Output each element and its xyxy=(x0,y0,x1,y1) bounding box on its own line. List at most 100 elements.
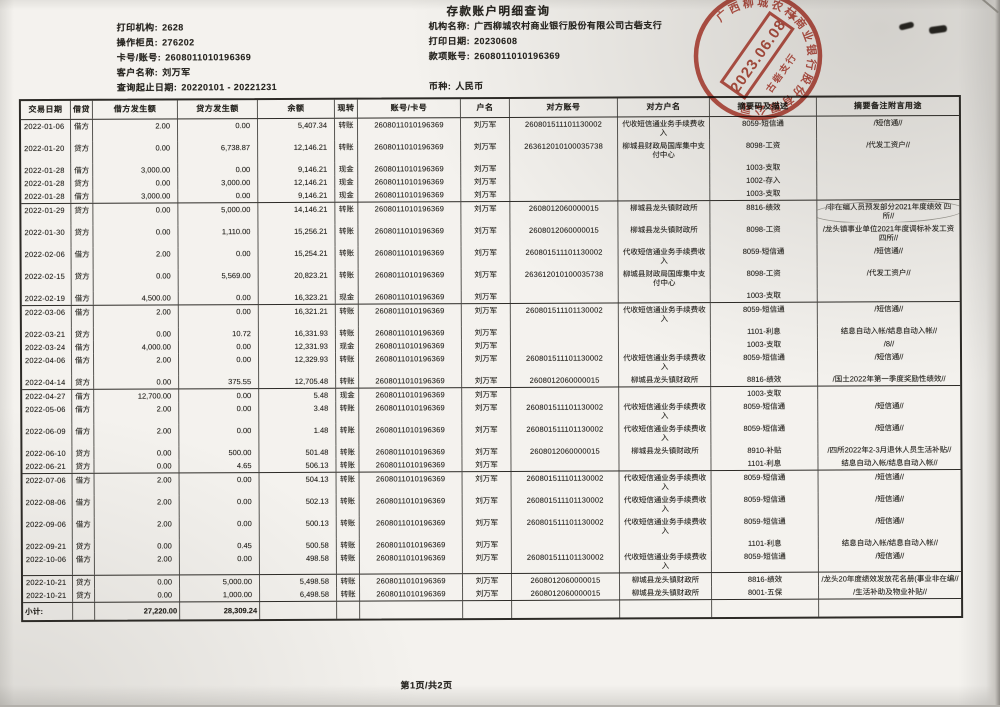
meta-label: 客户名称: xyxy=(116,67,159,78)
cell-remark: /短信通// xyxy=(874,245,903,255)
cell-cp_name xyxy=(619,387,712,401)
cell-summary: 8816-绩效 xyxy=(711,372,819,387)
cell-remark: /四所2022年2-3月退休人员生活补贴// xyxy=(827,444,952,455)
cell-date: 2022-04-14 xyxy=(22,375,73,390)
cell-method: 转账 xyxy=(336,551,360,574)
meta-print-date: 打印日期: 20230608 xyxy=(429,33,663,49)
meta-value: 20220101 - 20221231 xyxy=(181,81,278,93)
cell-cp_name: 代收短信通业务手续费收入 xyxy=(619,515,712,538)
cell-dc: 借方 xyxy=(70,119,94,142)
cell-method: 转账 xyxy=(336,538,360,552)
cell-remark: /生活补助及物业补贴// xyxy=(853,586,927,596)
cell-method: 现金 xyxy=(335,188,359,202)
cell-summary: 8059-短信通 xyxy=(711,470,819,494)
cell-account: 2608011010196369 xyxy=(358,352,463,375)
handwritten-circle-annotation: /非在编人员预发部分2021年度绩效 四所// xyxy=(819,202,957,222)
cell-date: 2022-01-29 xyxy=(21,203,72,227)
cell-remark xyxy=(819,599,961,617)
cell-debit: 12,700.00 xyxy=(94,389,180,403)
cell-name: 刘万军 xyxy=(461,187,511,202)
cell-cp_account: 260801511101130002 xyxy=(511,471,620,494)
cell-date: 2022-01-06 xyxy=(20,119,72,143)
column-header: 余额 xyxy=(257,99,335,119)
cell-cp_account: 263612010100035738 xyxy=(510,267,619,290)
cell-debit: 3,000.00 xyxy=(93,163,179,177)
cell-name: 刘万军 xyxy=(462,373,512,388)
cell-date: 小计: xyxy=(23,602,74,621)
cell-dc: 贷方 xyxy=(71,327,94,341)
cell-debit: 2.00 xyxy=(93,305,179,328)
cell-name: 刘万军 xyxy=(461,289,511,304)
column-header: 摘要备注附言用途 xyxy=(853,101,922,111)
cell-remark: /短信通// xyxy=(874,400,904,410)
cell-method: 转账 xyxy=(335,246,359,269)
cell-method: 转账 xyxy=(335,326,359,340)
cell-remark: /国土2022年第一季度奖励性绩效// xyxy=(832,373,946,384)
cell-cp_name: 代收短信通业务手续费收入 xyxy=(618,303,711,326)
cell-credit: 0.00 xyxy=(179,424,260,447)
row-group: 2022-04-27 借方 12,700.00 0.00 5.48 现金 260801101… xyxy=(22,384,961,474)
cell-cp_name: 代收短信通业务手续费收入 xyxy=(619,400,712,423)
cell-remark: /短信通// xyxy=(874,422,904,432)
cell-date: 2022-02-06 xyxy=(21,247,72,271)
cell-cp_account: 263612010100035738 xyxy=(510,139,619,162)
cell-method: 转账 xyxy=(334,118,359,141)
meta-value: 20230608 xyxy=(474,35,518,47)
cell-account: 2608011010196369 xyxy=(359,574,464,588)
cell-summary: 8059-短信通 xyxy=(711,514,819,538)
cell-credit: 375.55 xyxy=(179,375,260,389)
cell-summary: 1101-利息 xyxy=(711,536,819,551)
meta-label: 查询起止日期: xyxy=(116,82,178,93)
cell-method: 转账 xyxy=(335,268,359,291)
cell-balance: 9,146.21 xyxy=(258,188,336,203)
cell-cp_account xyxy=(510,325,619,339)
cell-cp_name: 柳城县龙头镇财政所 xyxy=(618,201,711,224)
cell-cp_name xyxy=(618,289,711,303)
cell-credit: 0.00 xyxy=(177,119,259,142)
cell-name: 刘万军 xyxy=(462,493,512,517)
cell-name: 刘万军 xyxy=(462,457,512,472)
cell-name: 刘万军 xyxy=(461,351,512,375)
cell-summary: 8059-短信通 xyxy=(711,421,819,445)
cell-cp_name: 代收短信通业务手续费收入 xyxy=(619,422,712,445)
cell-name: 刘万军 xyxy=(462,422,512,446)
cell-remark: /代发工资户// xyxy=(866,139,910,149)
cell-account: 2608011010196369 xyxy=(358,162,462,176)
cell-credit: 6,738.87 xyxy=(178,141,259,164)
cell-date: 2022-08-06 xyxy=(22,495,73,519)
cell-account: 2608011010196369 xyxy=(359,401,463,424)
cell-date: 2022-03-06 xyxy=(21,305,72,329)
cell-remark: /非在编人员预发部分2021年度绩效 四所// xyxy=(817,200,959,223)
cell-method: 转账 xyxy=(337,587,361,601)
cell-credit: 0.00 xyxy=(179,473,260,496)
transactions-table: 交易日期 借贷 借方发生额 贷方发生额 余额 现转 账号/卡号 户名 对方账号 对方户名 摘要码及描… xyxy=(18,94,964,623)
cell-credit: 0.00 xyxy=(178,247,259,270)
cell-cp_name: 柳城县龙头镇财政所 xyxy=(619,444,712,458)
cell-account: 2608011010196369 xyxy=(358,246,462,269)
cell-credit: 0.00 xyxy=(178,291,259,305)
cell-summary: 1003-支取 xyxy=(710,288,818,303)
cell-remark: 结息自动入帐/结息自动入帐// xyxy=(841,537,938,548)
meta-currency: 币种: 人民币 xyxy=(429,78,663,94)
cell-account: 2608011010196369 xyxy=(358,290,462,304)
cell-cp_account xyxy=(511,387,620,401)
cell-debit: 27,220.00 xyxy=(95,602,181,620)
cell-credit: 3,000.00 xyxy=(178,176,259,190)
cell-dc: 借方 xyxy=(71,340,95,354)
meta-item-account: 款项账号: 2608011010196369 xyxy=(429,48,663,64)
cell-account: 2608011010196369 xyxy=(359,445,463,459)
cell-date: 2022-01-28 xyxy=(21,189,72,204)
cell-name: 刘万军 xyxy=(461,201,511,225)
cell-name: 刘万军 xyxy=(461,174,511,189)
cell-debit: 0.00 xyxy=(93,225,179,248)
cell-date: 2022-02-15 xyxy=(21,269,72,293)
cell-cp_account: 260801511101130002 xyxy=(510,303,619,326)
cell-summary: 8098-工资 xyxy=(710,138,818,162)
column-header: 交易日期 xyxy=(20,100,71,120)
cell-account: 2608011010196369 xyxy=(358,188,462,202)
cell-balance: 12,146.21 xyxy=(258,140,336,164)
cell-summary: 1101-利息 xyxy=(710,324,818,339)
cell-cp_account: 260801511101130002 xyxy=(511,550,620,573)
cell-remark: /8// xyxy=(883,338,895,348)
